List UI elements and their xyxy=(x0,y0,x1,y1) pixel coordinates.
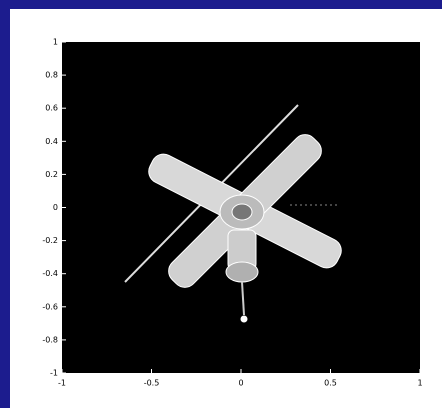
y-tick-label: 0.8 xyxy=(45,71,58,80)
y-tick-label: 0.2 xyxy=(45,170,58,179)
x-tick-label: 1 xyxy=(417,379,422,388)
probe-tip xyxy=(240,315,248,323)
x-tick-label: -0.5 xyxy=(144,379,160,388)
y-tick-label: -0.4 xyxy=(42,269,58,278)
y-tick-label: 0.4 xyxy=(45,137,58,146)
satellite-image xyxy=(124,104,342,323)
y-tick-label: -1 xyxy=(50,369,58,378)
probe-stem xyxy=(241,281,245,316)
y-tick-label: 0 xyxy=(53,203,58,212)
y-tick-label: 1 xyxy=(53,38,58,47)
satellite-hub xyxy=(231,203,253,221)
y-tick-label: -0.6 xyxy=(42,302,58,311)
y-tick-label: -0.2 xyxy=(42,236,58,245)
x-tick-label: 0.5 xyxy=(324,379,337,388)
x-tick-label: 0 xyxy=(238,379,243,388)
y-tick-label: -0.8 xyxy=(42,335,58,344)
y-tick-label: 0.6 xyxy=(45,104,58,113)
x-tick-label: -1 xyxy=(58,379,66,388)
satellite-module xyxy=(225,261,259,283)
